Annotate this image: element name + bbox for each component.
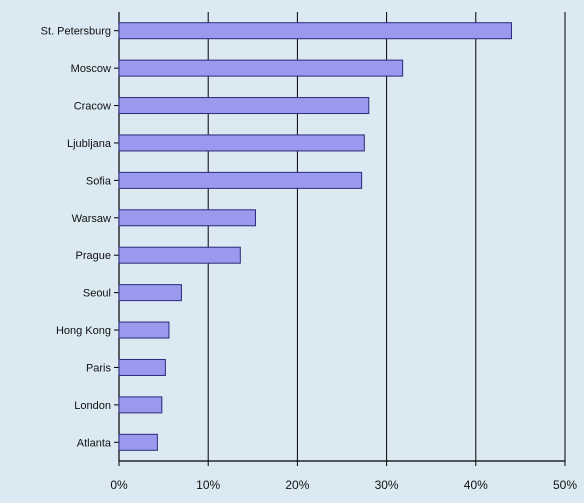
bar [118, 59, 404, 77]
category-label: Warsaw [72, 213, 111, 225]
x-tick-label: 0% [110, 478, 128, 492]
bar [118, 246, 241, 264]
bar [118, 396, 163, 414]
bar [118, 209, 256, 227]
category-label: London [74, 400, 111, 412]
x-tick-label: 20% [285, 478, 309, 492]
bar [118, 134, 365, 152]
plot-area [119, 12, 565, 461]
bar [118, 358, 166, 376]
bar [118, 321, 170, 339]
x-tick-label: 10% [196, 478, 220, 492]
category-label: Atlanta [77, 437, 112, 449]
bar [118, 171, 363, 189]
category-label: Sofia [86, 175, 112, 187]
x-tick-label: 40% [464, 478, 488, 492]
x-tick-label: 30% [375, 478, 399, 492]
bar [118, 284, 182, 302]
category-label: Prague [76, 250, 111, 262]
bar [118, 22, 512, 40]
bar [118, 433, 158, 451]
category-label: St. Petersburg [41, 26, 111, 38]
category-label: Moscow [71, 63, 111, 75]
x-tick-label: 50% [553, 478, 577, 492]
category-label: Paris [86, 362, 112, 374]
category-label: Cracow [74, 101, 111, 113]
category-label: Seoul [83, 288, 111, 300]
bar [118, 97, 370, 115]
category-label: Hong Kong [56, 325, 111, 337]
category-label: Ljubljana [67, 138, 112, 150]
